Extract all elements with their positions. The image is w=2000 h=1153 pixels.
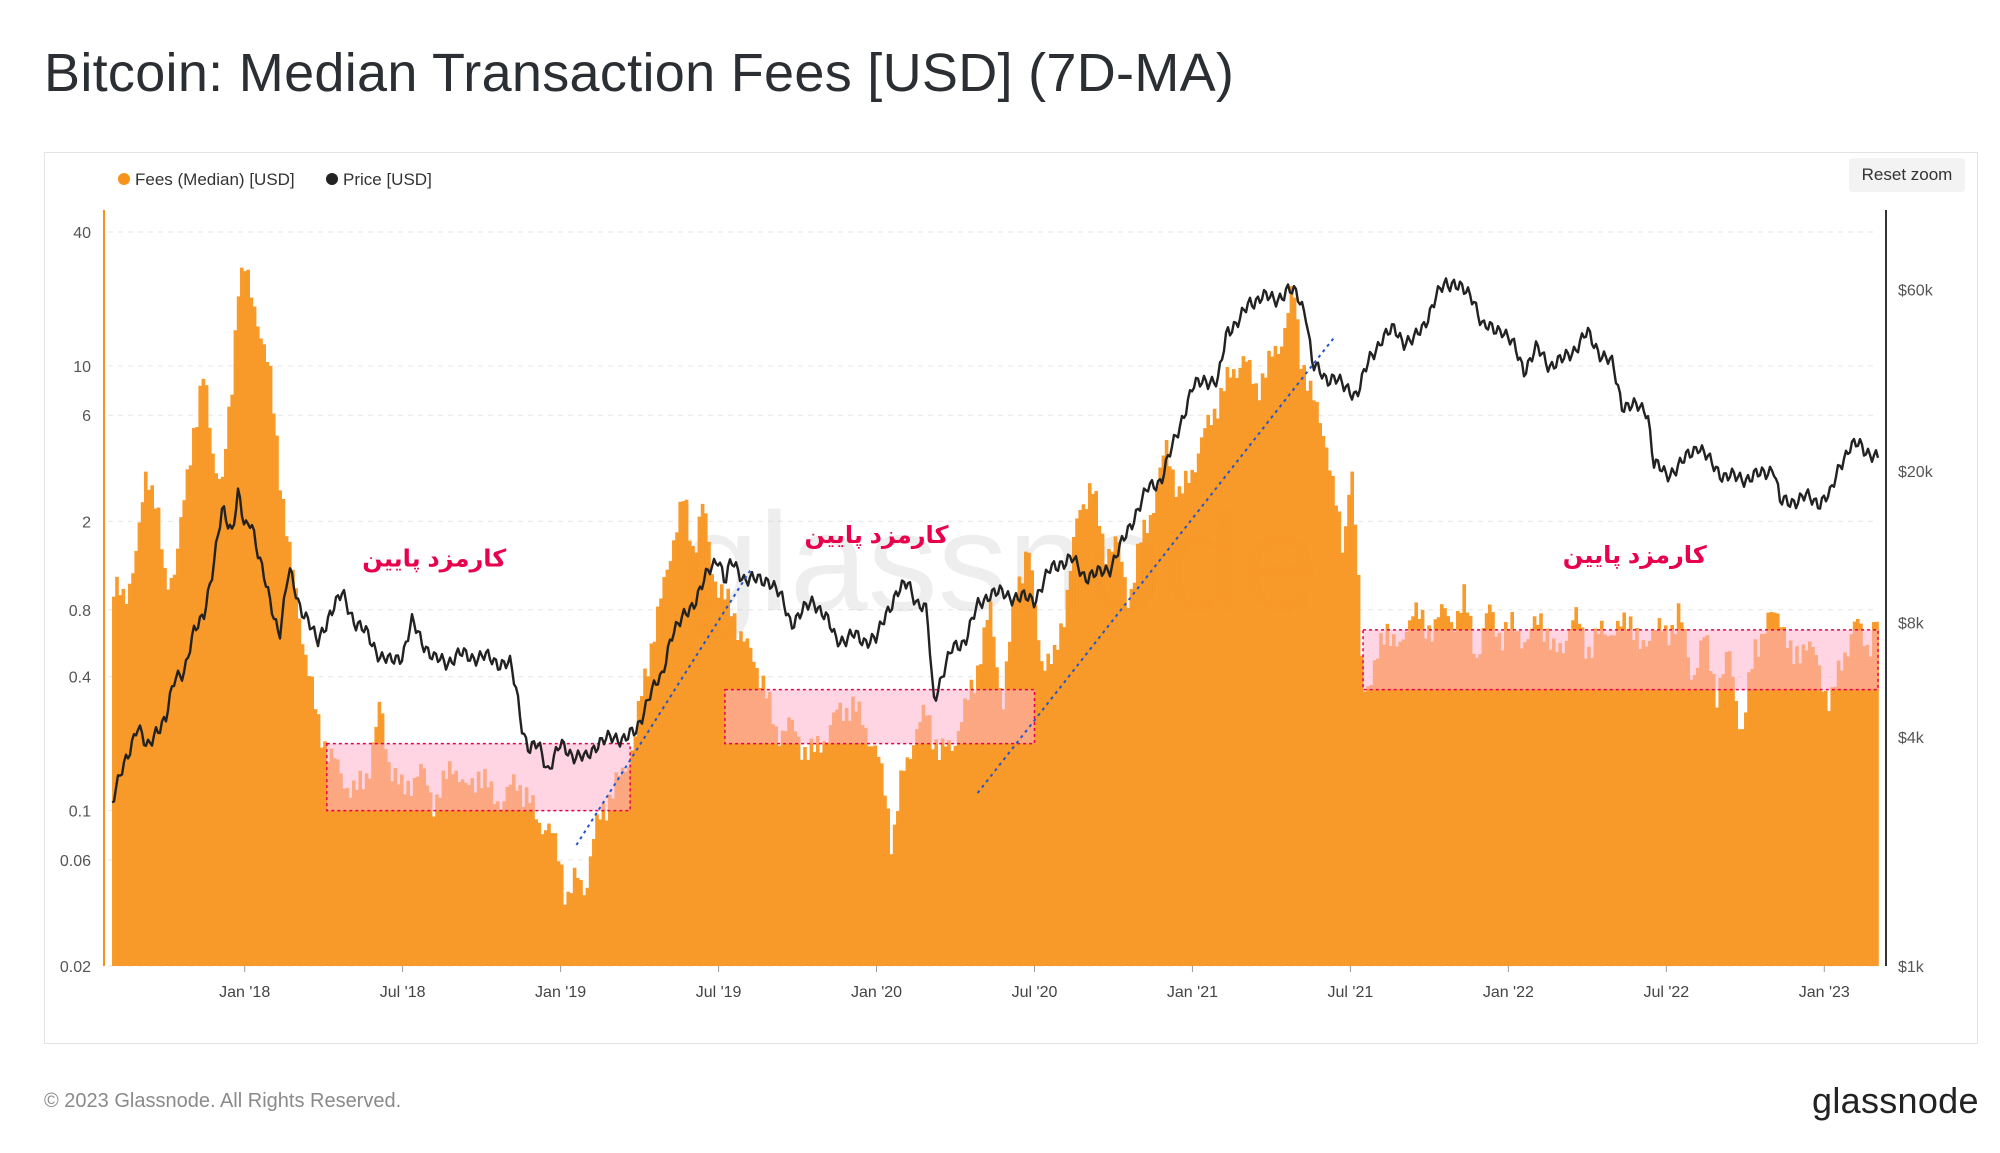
- page-title: Bitcoin: Median Transaction Fees [USD] (…: [44, 43, 1235, 103]
- brand-logo[interactable]: glassnode: [1812, 1080, 1979, 1121]
- chart-panel: [44, 152, 1978, 1044]
- reset-zoom-button[interactable]: Reset zoom: [1849, 158, 1965, 192]
- copyright-text: © 2023 Glassnode. All Rights Reserved.: [44, 1090, 402, 1112]
